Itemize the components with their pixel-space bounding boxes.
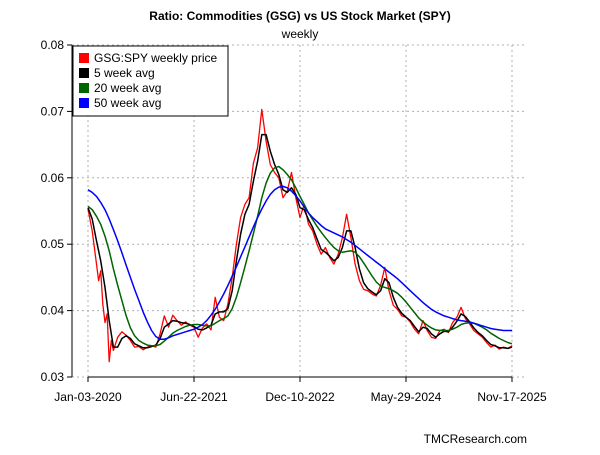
x-tick-label: Nov-17-2025	[477, 390, 547, 404]
y-tick-label: 0.07	[41, 104, 65, 118]
legend-box	[72, 45, 229, 117]
legend-swatch	[79, 98, 89, 108]
x-tick-label: Dec-10-2022	[265, 390, 335, 404]
series-lines	[87, 108, 513, 363]
x-tick-label: Jan-03-2020	[54, 390, 122, 404]
chart-subtitle: weekly	[281, 27, 319, 41]
series-line-1	[87, 108, 513, 363]
chart-title: Ratio: Commodities (GSG) vs US Stock Mar…	[149, 9, 450, 23]
x-tick-label: May-29-2024	[371, 390, 442, 404]
y-tick-label: 0.04	[41, 304, 65, 318]
x-tick-label: Jun-22-2021	[160, 390, 228, 404]
legend-swatch	[79, 68, 89, 78]
y-tick-label: 0.08	[41, 38, 65, 52]
axes: 0.03 0.04 0.05 0.06 0.07 0.08 Jan-03-2020 Jun-2…	[41, 38, 547, 404]
series-line-2	[87, 133, 513, 350]
series-line-3	[87, 165, 513, 347]
legend-label: 20 week avg	[94, 81, 161, 95]
legend-label: 50 week avg	[94, 96, 161, 110]
legend-label: GSG:SPY weekly price	[94, 51, 217, 65]
y-tick-label: 0.06	[41, 171, 65, 185]
legend-swatch	[79, 53, 89, 63]
series-line-4	[87, 185, 512, 340]
legend-label: 5 week avg	[94, 66, 155, 80]
legend-swatch	[79, 83, 89, 93]
y-tick-label: 0.05	[41, 237, 65, 251]
credit-text: TMCResearch.com	[424, 432, 527, 446]
y-tick-label: 0.03	[41, 370, 65, 384]
